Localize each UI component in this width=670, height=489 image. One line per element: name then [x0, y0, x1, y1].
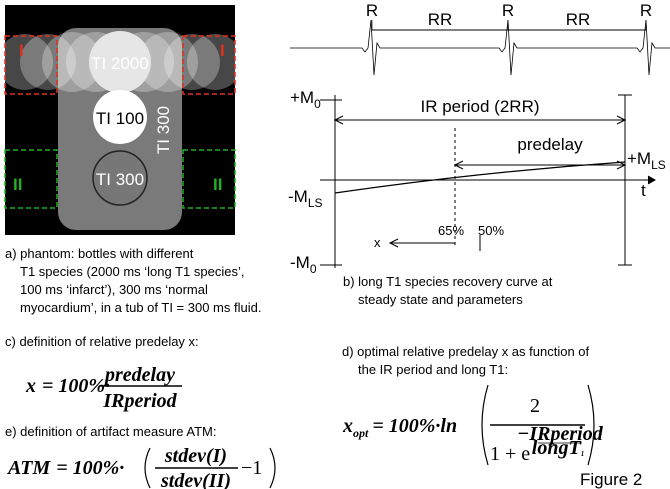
percent-label: 50%	[478, 223, 504, 238]
caption: 100 ms ‘infarct’), 300 ms ‘normal	[20, 282, 208, 297]
percent-label: 65%	[438, 223, 464, 238]
caption: T1 species (2000 ms ‘long T1 species’,	[20, 264, 244, 279]
caption: myocardium’, in a tub of TI = 300 ms flu…	[20, 300, 261, 315]
formula: predelay	[103, 364, 175, 386]
formula: stdev(I)	[164, 445, 227, 467]
tub-label: TI 300	[154, 106, 173, 154]
formula: IRperiod	[102, 390, 177, 412]
formula: xopt= 100%·ln	[342, 415, 457, 440]
figure: TI 2000 TI 100 TI 300 TI 300 I I II II a…	[0, 0, 670, 489]
formula: x= 100%·	[25, 375, 110, 397]
ecg-label: R	[502, 1, 514, 20]
bottle-label: TI 100	[96, 109, 144, 128]
formula: 2	[530, 395, 540, 417]
ecg-label: R	[366, 1, 378, 20]
caption: b) long T1 species recovery curve at	[343, 274, 553, 289]
formula: longT1	[532, 437, 584, 459]
caption: c) definition of relative predelay x:	[5, 334, 199, 349]
region-label: II	[13, 175, 22, 194]
curve-label: +MLS	[627, 149, 666, 172]
caption: e) definition of artifact measure ATM:	[5, 424, 216, 439]
bottle-label: TI 300	[96, 170, 144, 189]
ir-period-label: IR period (2RR)	[420, 97, 539, 116]
ecg-label: R	[640, 1, 652, 20]
caption: a) phantom: bottles with different	[5, 246, 194, 261]
caption: d) optimal relative predelay x as functi…	[342, 344, 590, 359]
predelay-label: predelay	[517, 135, 583, 154]
figure-label: Figure 2	[580, 470, 642, 489]
ecg-label: RR	[428, 10, 453, 29]
axis-label: +M0	[290, 88, 321, 111]
bottle-label: TI 2000	[91, 54, 149, 73]
formula: stdev(II)	[160, 470, 231, 489]
caption: the IR period and long T1:	[358, 362, 508, 377]
formula: −1	[241, 457, 262, 479]
axis-label: -M0	[290, 253, 317, 276]
region-label: I	[220, 41, 225, 60]
x-label: x	[374, 235, 381, 250]
region-label: I	[19, 41, 24, 60]
t-axis-label: t	[641, 181, 646, 200]
ecg-label: RR	[566, 10, 591, 29]
caption: steady state and parameters	[358, 292, 523, 307]
formula: 1 + e	[490, 443, 530, 465]
formula: ATM= 100%·	[6, 457, 124, 479]
region-label: II	[213, 175, 222, 194]
curve-label: -MLS	[288, 187, 323, 210]
